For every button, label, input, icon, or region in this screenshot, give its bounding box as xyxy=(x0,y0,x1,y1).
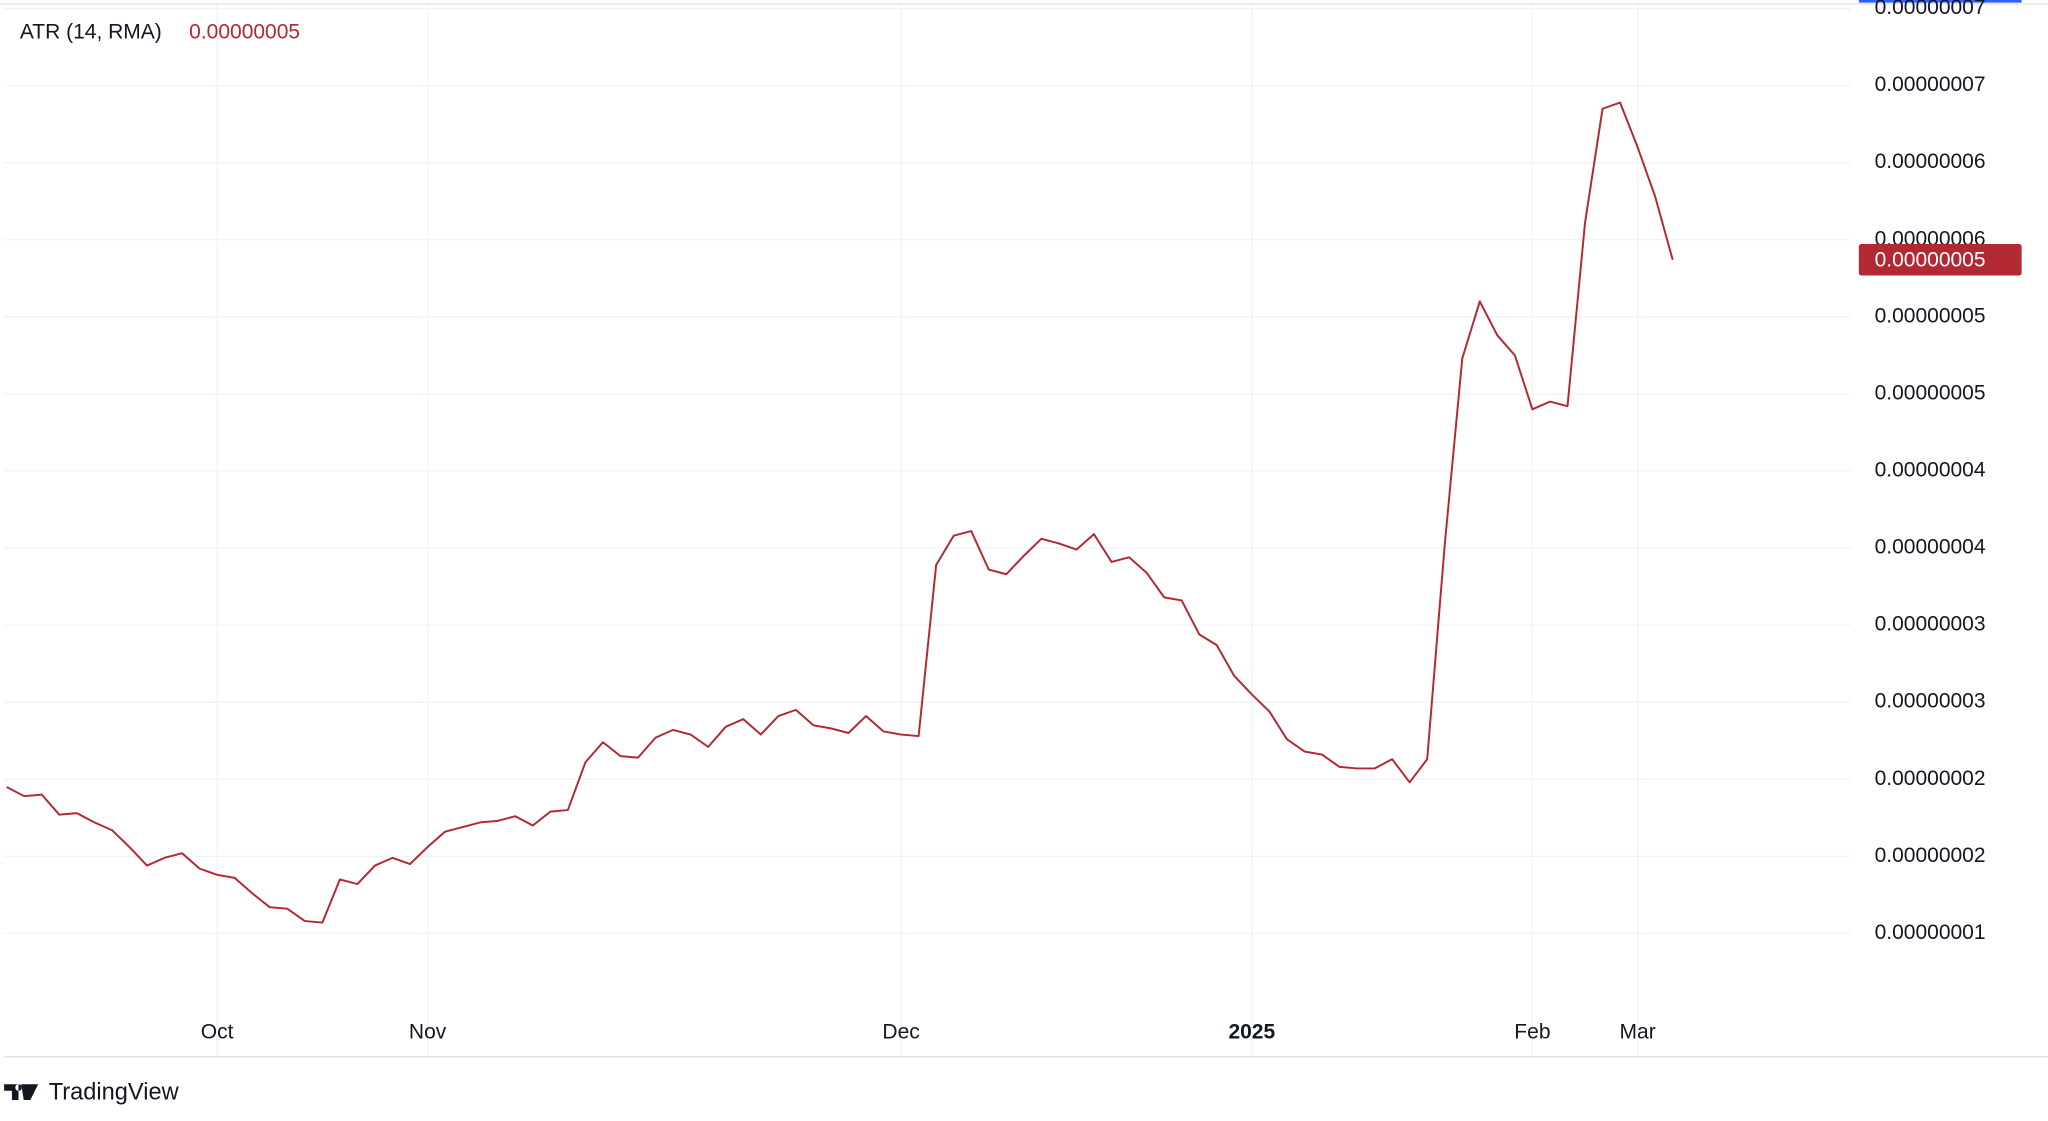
logo xyxy=(4,1084,39,1100)
indicator-title: ATR (14, RMA) xyxy=(20,20,162,43)
y-tick-label: 0.00000006 xyxy=(1875,150,1986,173)
y-tick-label: 0.00000007 xyxy=(1875,0,1986,19)
price-badge-label: 0.00000005 xyxy=(1875,249,1986,272)
y-tick-label: 0.00000002 xyxy=(1875,844,1986,867)
y-tick-label: 0.00000005 xyxy=(1875,381,1986,404)
y-tick-label: 0.00000001 xyxy=(1875,921,1986,944)
y-tick-label: 0.00000007 xyxy=(1875,73,1986,96)
y-tick-label: 0.00000004 xyxy=(1875,459,1986,482)
x-tick-label: Nov xyxy=(409,1021,447,1044)
x-tick-label: Dec xyxy=(882,1021,919,1044)
y-tick-label: 0.00000005 xyxy=(1875,304,1986,327)
indicator-value: 0.00000005 xyxy=(189,20,300,43)
x-tick-label: Feb xyxy=(1514,1021,1550,1044)
y-tick-label: 0.00000003 xyxy=(1875,690,1986,713)
brand: TradingView xyxy=(49,1080,180,1106)
y-tick-label: 0.00000002 xyxy=(1875,767,1986,790)
y-tick-label: 0.00000004 xyxy=(1875,536,1986,559)
price-badge xyxy=(1858,244,2022,276)
y-tick-label: 0.00000003 xyxy=(1875,613,1986,636)
series-line xyxy=(6,101,1674,924)
x-tick-label: Mar xyxy=(1620,1021,1656,1044)
x-tick-label: 2025 xyxy=(1228,1021,1275,1044)
logo-mark xyxy=(4,1084,39,1100)
x-tick-label: Oct xyxy=(201,1021,234,1044)
